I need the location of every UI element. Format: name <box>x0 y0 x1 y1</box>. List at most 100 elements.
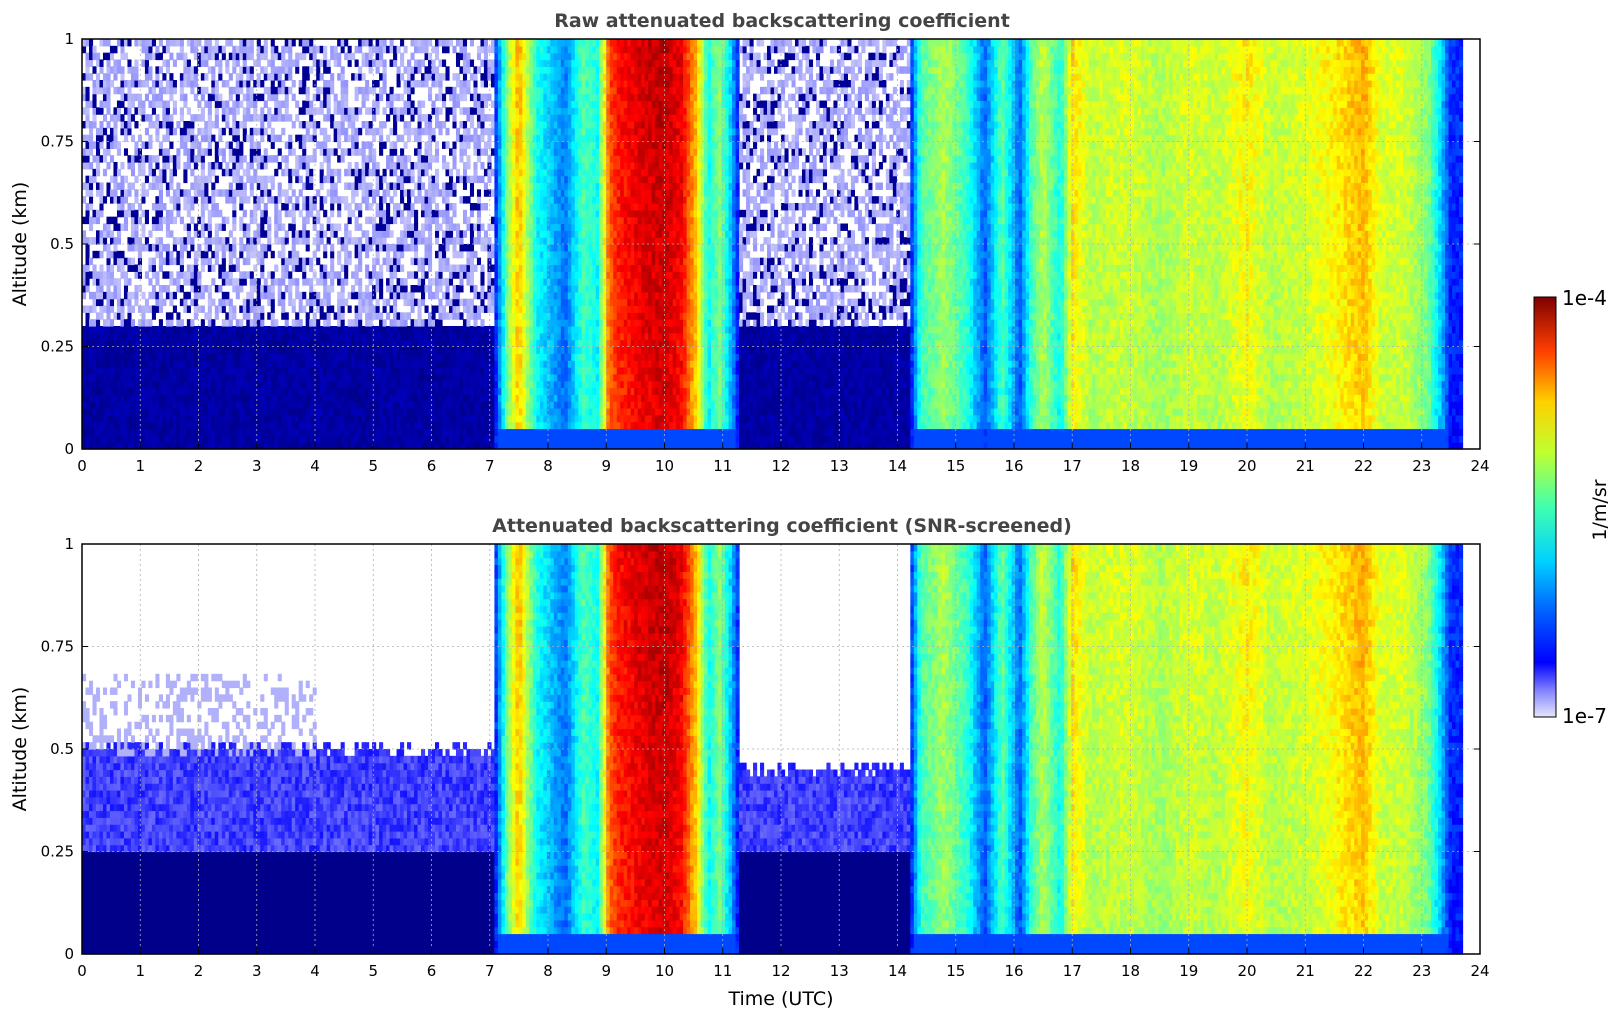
heatmap-cell <box>428 250 433 259</box>
heatmap-cell <box>295 387 300 395</box>
heatmap-cell <box>295 237 300 245</box>
heatmap-cell <box>400 114 405 122</box>
heatmap-cell <box>407 59 412 67</box>
heatmap-cell <box>274 428 279 436</box>
heatmap-cell <box>358 278 363 286</box>
heatmap-cell <box>469 264 475 272</box>
heatmap-cell <box>158 360 163 368</box>
heatmap-cell <box>400 360 405 368</box>
heatmap-cell <box>389 360 394 368</box>
heatmap-cell <box>462 394 468 402</box>
heatmap-cell <box>309 380 314 389</box>
heatmap-cell <box>92 401 97 409</box>
heatmap-cell <box>92 380 97 389</box>
heatmap-cell <box>288 66 293 74</box>
heatmap-cell <box>459 428 464 436</box>
heatmap-cell <box>441 373 447 382</box>
heatmap-cell <box>197 373 202 382</box>
heatmap-cell <box>435 326 440 334</box>
heatmap-cell <box>448 373 454 382</box>
heatmap-cell <box>183 339 188 348</box>
heatmap-cell <box>158 209 163 218</box>
heatmap-cell <box>92 271 97 279</box>
heatmap-cell <box>249 114 254 122</box>
heatmap-cell <box>347 442 352 450</box>
heatmap-cell <box>396 421 401 430</box>
heatmap-cell <box>319 148 324 156</box>
heatmap-cell <box>302 100 307 108</box>
heatmap-cell <box>263 45 268 54</box>
heatmap-cell <box>424 189 429 197</box>
heatmap-cell <box>333 196 338 204</box>
heatmap-cell <box>407 312 412 320</box>
heatmap-cell <box>382 216 387 225</box>
heatmap-cell <box>421 373 426 382</box>
heatmap-cell <box>193 162 198 170</box>
heatmap-cell <box>448 264 454 272</box>
heatmap-cell <box>148 414 153 423</box>
heatmap-cell <box>323 435 328 443</box>
heatmap-cell <box>417 312 422 320</box>
heatmap-cell <box>82 380 87 389</box>
heatmap-cell <box>134 373 139 382</box>
heatmap-cell <box>298 305 303 313</box>
heatmap-cell <box>127 346 132 354</box>
heatmap-cell <box>476 428 482 436</box>
heatmap-cell <box>386 182 391 190</box>
heatmap-cell <box>386 223 391 231</box>
heatmap-cell <box>319 421 324 430</box>
heatmap-cell <box>396 73 401 81</box>
heatmap-cell <box>274 93 279 102</box>
heatmap-cell <box>228 414 233 423</box>
heatmap-cell <box>246 257 251 266</box>
heatmap-cell <box>421 346 426 354</box>
heatmap-cell <box>179 298 184 307</box>
heatmap-cell <box>358 373 363 382</box>
heatmap-cell <box>235 394 240 402</box>
heatmap-cell <box>228 373 233 382</box>
heatmap-cell <box>130 394 136 402</box>
heatmap-cell <box>183 278 188 286</box>
heatmap-cell <box>127 414 132 423</box>
heatmap-cell <box>351 271 356 279</box>
heatmap-cell <box>330 380 335 389</box>
heatmap-cell <box>141 380 146 389</box>
heatmap-cell <box>274 353 279 361</box>
heatmap-cell <box>469 278 475 286</box>
heatmap-cell <box>410 86 415 95</box>
heatmap-cell <box>193 353 198 361</box>
heatmap-cell <box>141 326 146 334</box>
heatmap-cell <box>428 435 433 443</box>
heatmap-cell <box>424 203 429 211</box>
heatmap-cell <box>130 428 136 436</box>
heatmap-cell <box>214 421 219 430</box>
heatmap-cell <box>214 373 219 382</box>
heatmap-cell <box>462 442 468 450</box>
heatmap-cell <box>375 52 380 61</box>
heatmap-cell <box>407 387 412 395</box>
heatmap-cell <box>414 127 419 136</box>
heatmap-cell <box>368 86 373 95</box>
heatmap-cell <box>253 80 258 88</box>
heatmap-cell <box>186 196 191 204</box>
heatmap-cell <box>95 216 101 225</box>
heatmap-cell <box>428 223 433 231</box>
heatmap-cell <box>455 332 461 341</box>
heatmap-cell <box>256 182 261 190</box>
heatmap-cell <box>309 408 314 416</box>
heatmap-cell <box>235 414 240 423</box>
heatmap-cell <box>106 285 111 293</box>
heatmap-cell <box>239 442 244 450</box>
heatmap-cell <box>183 168 188 177</box>
heatmap-cell <box>302 264 307 272</box>
heatmap-cell <box>106 59 111 67</box>
heatmap-cell <box>141 360 146 368</box>
heatmap-cell <box>428 414 433 423</box>
heatmap-cell <box>340 127 345 136</box>
heatmap-cell <box>85 435 90 443</box>
heatmap-cell <box>441 162 447 170</box>
heatmap-cell <box>204 326 209 334</box>
heatmap-cell <box>365 353 370 361</box>
heatmap-cell <box>155 394 160 402</box>
